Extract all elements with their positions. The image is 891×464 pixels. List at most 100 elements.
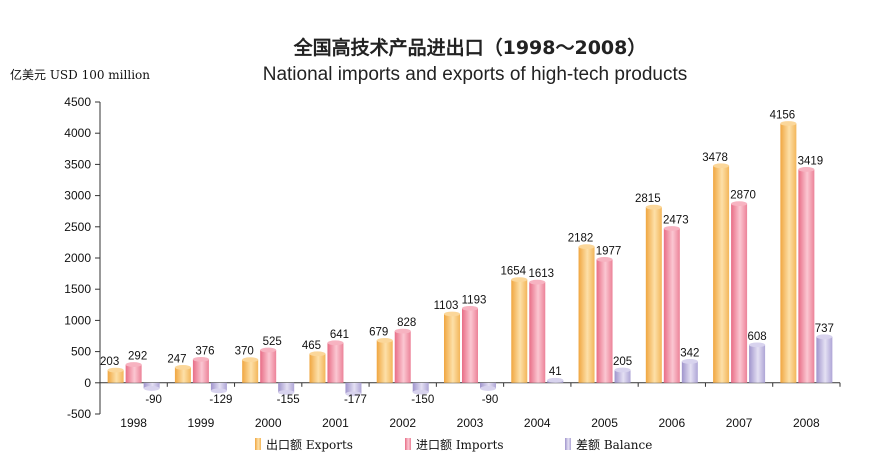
import-value-label: 828 [397, 317, 416, 329]
import-bar-cap [462, 305, 478, 311]
import-bar [125, 364, 142, 383]
export-bar-cap [174, 364, 191, 370]
x-tick-label: 2007 [726, 416, 753, 430]
chart-title: 全国高技术产品进出口（1998～2008） [293, 36, 647, 59]
export-bar [174, 367, 191, 383]
balance-bar-cap [681, 359, 698, 364]
export-bar-cap [780, 121, 797, 126]
balance-bar [278, 382, 295, 393]
export-value-label: 1654 [500, 266, 526, 278]
balance-bar [480, 382, 496, 389]
import-bar-cap [798, 167, 815, 172]
import-value-label: 2870 [730, 190, 756, 202]
import-bar-cap [125, 362, 142, 367]
balance-value-label: -90 [145, 394, 162, 406]
legend: 出口额 Exports 进口额 Imports 差额 Balance [255, 438, 652, 452]
y-tick-label: 4500 [64, 95, 91, 109]
x-tick-label: 2003 [457, 416, 484, 430]
balance-bar [345, 382, 362, 394]
axes: 4500 4000 3500 3000 2500 2000 1500 1000 500 0 -500… [64, 95, 841, 430]
import-value-label: 292 [128, 351, 147, 363]
import-bar [798, 169, 815, 383]
balance-bar [210, 382, 227, 391]
balance-bar [412, 382, 429, 393]
import-bar [394, 331, 411, 383]
x-tick-label: 2002 [389, 416, 416, 430]
x-tick-label: 1998 [120, 416, 147, 430]
y-tick-label: 2000 [64, 251, 91, 265]
balance-bar-cap [816, 334, 833, 340]
legend-label: 出口额 Exports [266, 438, 353, 452]
x-tick-label: 2005 [591, 416, 618, 430]
x-tick-label: 2000 [255, 416, 282, 430]
export-value-label: 465 [302, 340, 321, 352]
export-bar-cap [713, 163, 730, 169]
balance-value-label: -90 [482, 394, 499, 406]
export-bar [242, 359, 259, 383]
import-value-label: 1613 [528, 268, 554, 280]
balance-value-label: 608 [747, 331, 766, 343]
y-tick-label: 2500 [64, 220, 91, 234]
export-bar-cap [376, 338, 393, 343]
balance-bar-cap [749, 342, 766, 348]
balance-value-label: 737 [815, 323, 834, 335]
balance-value-label: 205 [613, 356, 632, 368]
import-bar-cap [327, 340, 344, 346]
balance-bar-cap [278, 390, 295, 395]
export-bar-cap [511, 277, 528, 282]
export-value-label: 679 [369, 326, 388, 338]
balance-bar-cap [412, 389, 429, 395]
import-bar [260, 350, 277, 383]
export-bar [444, 313, 460, 383]
import-bar-cap [394, 328, 411, 334]
export-bar [511, 279, 528, 383]
import-value-label: 2473 [663, 214, 689, 226]
y-axis-label: 亿美元 USD 100 million [10, 67, 150, 82]
legend-swatch [405, 438, 411, 450]
y-tick-label: 1000 [64, 313, 91, 327]
export-value-label: 1103 [434, 300, 459, 312]
balance-bar-cap [547, 377, 564, 383]
import-value-label: 376 [195, 345, 214, 357]
import-value-label: 1193 [462, 294, 487, 306]
data-labels: 203 292 -90 247 376 -129 370 525 -155 465 641 -177 6… [100, 109, 834, 405]
export-bar [376, 340, 393, 383]
import-bar [596, 259, 613, 383]
import-bar [663, 228, 680, 383]
export-value-label: 2182 [568, 233, 594, 245]
legend-swatch [565, 438, 571, 450]
export-bar [645, 207, 662, 383]
export-bar-cap [309, 351, 326, 357]
import-value-label: 641 [330, 329, 349, 341]
export-bar [780, 123, 797, 383]
import-bar [731, 203, 748, 383]
export-value-label: 370 [235, 346, 254, 358]
balance-value-label: 41 [549, 366, 562, 378]
x-tick-label: 2006 [658, 416, 685, 430]
import-bar-cap [731, 201, 748, 207]
balance-bar [143, 382, 160, 389]
y-tick-label: 3000 [64, 189, 91, 203]
y-tick-label: 0 [84, 376, 91, 390]
x-tick-label: 2004 [524, 416, 551, 430]
x-tick-label: 1999 [188, 416, 215, 430]
balance-bar-cap [143, 386, 160, 391]
import-bar-cap [529, 279, 546, 285]
import-bar-cap [192, 356, 209, 362]
import-value-label: 1977 [596, 245, 622, 257]
balance-bar-cap [614, 367, 631, 373]
x-tick-label: 2008 [793, 416, 820, 430]
balance-value-label: -155 [277, 394, 300, 406]
balance-value-label: -177 [344, 394, 367, 406]
export-value-label: 2815 [635, 193, 661, 205]
import-bar [462, 308, 478, 383]
export-value-label: 203 [100, 356, 119, 368]
legend-swatch [255, 438, 261, 450]
y-tick-label: 500 [71, 345, 91, 359]
export-bar-cap [645, 204, 662, 210]
balance-bar-cap [345, 391, 362, 397]
y-tick-label: 1500 [64, 282, 91, 296]
export-bar [578, 246, 595, 383]
export-bar [309, 353, 326, 383]
export-bar-cap [578, 244, 595, 250]
